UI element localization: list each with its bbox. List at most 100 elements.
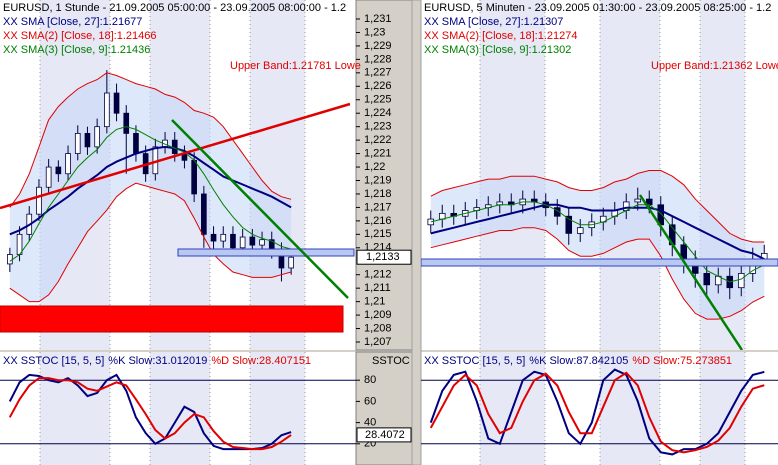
y-tick-label: 1,227 [364,67,392,79]
candle-body [104,92,110,128]
upper-band [9,72,292,208]
y-tick-label: 1,231 [364,13,392,25]
y-tick-label: 1,221 [364,147,392,159]
stoch-axis-area [355,351,413,465]
indicator-title: XX SSTOC [15, 5, 5] [424,355,525,367]
y-tick-label: 1,216 [364,215,392,227]
legend-entry: XX SMA(2) [Close, 18]:1.21466 [3,30,156,42]
candle-body [259,239,265,246]
indicator-title: XX SSTOC [15, 5, 5] [3,355,104,367]
y-tick-label: 1,212 [364,269,392,281]
candle-body [123,112,130,134]
legend-entry: %K Slow:87.842105 [529,355,628,367]
axis-label: SSTOC [372,355,410,367]
candle-body [634,198,642,203]
candle-body [55,166,62,175]
legend-entry: %K Slow:31.012019 [108,355,207,367]
legend-entry: XX SMA [Close, 27]:1.21677 [3,16,142,28]
y-tick-label: 1,222 [364,134,392,146]
candle-body [171,139,178,154]
candle-body [94,126,100,148]
plot [0,373,356,451]
candle-body [220,233,227,242]
y-tick-label: 1,207 [364,336,392,348]
chart-title: EURUSD, 1 Stunde - 21.09.2005 05:00:00 -… [3,2,346,14]
oscillator-line [429,371,765,454]
y-tick-label: 80 [364,374,376,386]
drawings [0,102,355,333]
y-tick-label: 40 [364,417,376,429]
oscillator-line [8,377,292,451]
candle-body [288,256,294,269]
candle-body [576,227,584,234]
band-fill [430,170,765,320]
y-tick-label: 1,23 [364,26,385,38]
y-tick-label: 1,229 [364,40,392,52]
candle-body [84,132,91,148]
y-tick-label: 60 [364,395,376,407]
price-axis-area [355,0,413,351]
candle-body [201,193,207,235]
y-tick-label: 1,224 [364,107,392,119]
y-tick-label: 1,209 [364,309,392,321]
plot [427,170,768,320]
plot [421,368,778,456]
splitter[interactable] [411,0,422,465]
legend-entry: XX SMA(2) [Close, 18]:1.21274 [424,30,577,42]
candle-body [45,166,52,188]
y-tick-label: 1,226 [364,80,392,92]
y-tick-label: 1,219 [364,174,392,186]
drawings [421,194,778,350]
candle-body [7,254,13,265]
plot [7,70,294,303]
legend-entry: XX SMA(3) [Close, 9]:1.21436 [3,44,150,56]
last-value-box [356,427,412,443]
y-tick-label: 1,215 [364,228,392,240]
y-tick-label: 1,225 [364,94,392,106]
y-tick-label: 1,217 [364,201,392,213]
candle-body [113,92,120,114]
upper-band [430,170,765,243]
last-price-box [356,249,412,265]
sma-line [9,145,292,236]
y-tick-label: 1,218 [364,188,392,200]
candle-body [36,186,42,215]
candle-body [703,272,711,286]
y-tick-label: 1,223 [364,121,392,133]
indicator-legend: XX SSTOC [15, 5, 5] %K Slow:87.842105 %D S… [424,355,732,367]
lower-band [9,182,292,303]
candle-body [74,132,81,154]
band-annotation: Upper Band:1.21362 Lowe [651,60,778,72]
last-price-label: 1,2133 [366,251,400,263]
candle-body [737,272,745,289]
y-tick-label: 1,22 [364,161,385,173]
chart-title: EURUSD, 5 Minuten - 23.09.2005 01:30:00 … [424,2,771,14]
legend-entry: %D Slow:75.273851 [632,355,732,367]
candle-body [191,159,197,195]
legend-entry: XX SMA(3) [Close, 9]:1.21302 [424,44,571,56]
candle-body [65,153,71,175]
indicator-legend: XX SSTOC [15, 5, 5] %K Slow:31.012019 %D S… [3,355,311,367]
candle-body [553,207,561,217]
legend-entry: %D Slow:28.407151 [211,355,311,367]
candle-body [565,215,573,234]
y-tick-label: 1,208 [364,322,392,334]
y-tick-label: 1,228 [364,53,392,65]
y-tick-label: 1,211 [364,282,391,294]
band-annotation: Upper Band:1.21781 Lowe [230,60,361,72]
sma-line [430,203,765,260]
sma-line [430,201,765,283]
legend-entry: XX SMA [Close, 27]:1.21307 [424,16,563,28]
candle-body [230,233,236,249]
y-tick-label: 1,21 [364,296,385,308]
lower-band [430,227,765,320]
candle-body [210,233,217,242]
candle-body [239,236,246,249]
oscillator-line [429,368,765,456]
last-value-label: 28.4072 [365,429,405,441]
chart-layer [0,70,778,456]
sma-line [9,126,292,262]
candle-body [427,218,435,226]
candle-body [249,236,256,246]
